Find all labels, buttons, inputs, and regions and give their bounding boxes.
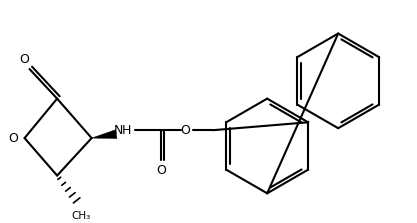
Text: O: O — [181, 124, 190, 137]
Polygon shape — [92, 130, 117, 138]
Text: O: O — [20, 53, 30, 66]
Text: H: H — [122, 124, 132, 137]
Text: O: O — [8, 132, 18, 145]
Text: O: O — [157, 164, 166, 177]
Text: N: N — [113, 124, 123, 137]
Text: CH₃: CH₃ — [71, 211, 90, 221]
